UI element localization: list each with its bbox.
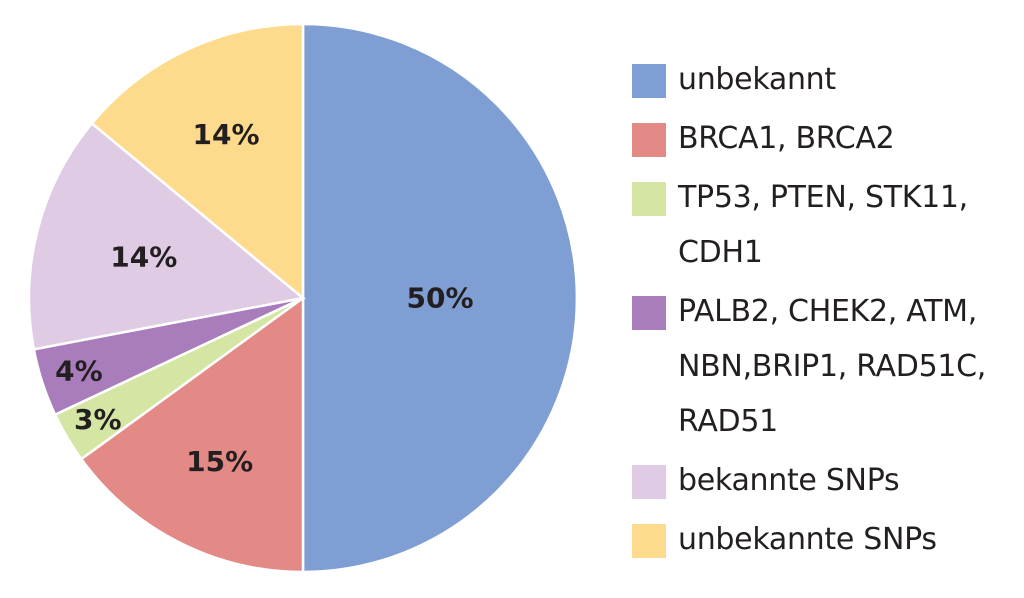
- legend-line: RAD51: [678, 404, 778, 439]
- legend-item-unbekannt: unbekannt: [632, 58, 1017, 107]
- legend-swatch-palb2: [632, 296, 666, 330]
- legend-line: unbekannt: [678, 62, 836, 97]
- pie-slice: [301, 22, 579, 574]
- legend-label-unbekannt: unbekannt: [678, 52, 836, 107]
- slice-label: 4%: [55, 354, 103, 387]
- legend-label-tp53: TP53, PTEN, STK11, CDH1: [678, 170, 968, 280]
- slice-label: 15%: [186, 445, 253, 478]
- legend-label-brca: BRCA1, BRCA2: [678, 111, 895, 166]
- legend-line: CDH1: [678, 235, 763, 270]
- legend-line: PALB2, CHEK2, ATM,: [678, 294, 977, 329]
- pie-slice: [90, 22, 305, 301]
- legend-item-bekannte-snps: bekannte SNPs: [632, 459, 1017, 508]
- legend-label-palb2: PALB2, CHEK2, ATM, NBN,BRIP1, RAD51C, RA…: [678, 284, 986, 449]
- legend-label-unbekannte-snps: unbekannte SNPs: [678, 512, 937, 567]
- slice-label: 14%: [110, 241, 177, 274]
- legend-swatch-unbekannte-snps: [632, 524, 666, 558]
- legend-item-brca: BRCA1, BRCA2: [632, 117, 1017, 166]
- legend-swatch-brca: [632, 123, 666, 157]
- legend-line: bekannte SNPs: [678, 463, 900, 498]
- legend-line: TP53, PTEN, STK11,: [678, 180, 968, 215]
- pie-slice: [79, 295, 305, 574]
- legend-swatch-tp53: [632, 182, 666, 216]
- legend-line: BRCA1, BRCA2: [678, 121, 895, 156]
- legend-swatch-unbekannt: [632, 64, 666, 98]
- legend-item-unbekannte-snps: unbekannte SNPs: [632, 518, 1017, 567]
- slice-label: 3%: [74, 403, 122, 436]
- legend-swatch-bekannte-snps: [632, 465, 666, 499]
- legend-item-palb2: PALB2, CHEK2, ATM, NBN,BRIP1, RAD51C, RA…: [632, 290, 1017, 449]
- legend: unbekannt BRCA1, BRCA2 TP53, PTEN, STK11…: [632, 58, 1017, 577]
- pie-slice: [27, 121, 306, 351]
- pie-chart: 50% 15% 3% 4% 14% 14%: [27, 22, 579, 574]
- slice-label: 50%: [406, 282, 473, 315]
- slice-label: 14%: [192, 118, 259, 151]
- legend-item-tp53: TP53, PTEN, STK11, CDH1: [632, 176, 1017, 280]
- legend-label-bekannte-snps: bekannte SNPs: [678, 453, 900, 508]
- legend-line: unbekannte SNPs: [678, 522, 937, 557]
- legend-line: NBN,BRIP1, RAD51C,: [678, 349, 987, 384]
